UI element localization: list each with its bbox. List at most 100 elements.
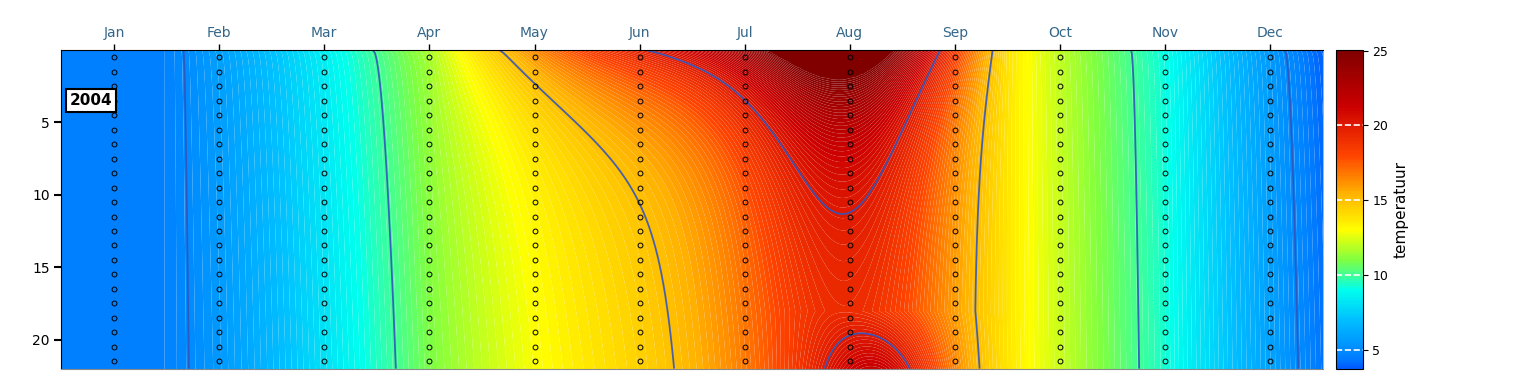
Point — [49, 47, 74, 53]
Point — [49, 47, 74, 53]
Point — [49, 47, 74, 53]
Point — [49, 47, 74, 53]
Point — [49, 47, 74, 53]
Point — [49, 47, 74, 53]
Point — [49, 47, 74, 53]
Point — [49, 47, 74, 53]
Point — [49, 47, 74, 53]
Point — [49, 47, 74, 53]
Point — [49, 47, 74, 53]
Point — [49, 47, 74, 53]
Point — [49, 47, 74, 53]
Point — [49, 47, 74, 53]
Point — [49, 47, 74, 53]
Point — [49, 47, 74, 53]
Point — [49, 47, 74, 53]
Point — [49, 47, 74, 53]
Point — [49, 47, 74, 53]
Point — [49, 47, 74, 53]
Point — [49, 47, 74, 53]
Point — [49, 47, 74, 53]
Point — [49, 47, 74, 53]
Point — [49, 47, 74, 53]
Point — [49, 47, 74, 53]
Point — [49, 47, 74, 53]
Point — [49, 47, 74, 53]
Point — [49, 47, 74, 53]
Point — [49, 47, 74, 53]
Point — [49, 47, 74, 53]
Point — [49, 47, 74, 53]
Point — [49, 47, 74, 53]
Point — [49, 47, 74, 53]
Point — [49, 47, 74, 53]
Point — [49, 47, 74, 53]
Point — [49, 47, 74, 53]
Point — [49, 47, 74, 53]
Point — [49, 47, 74, 53]
Point — [49, 47, 74, 53]
Point — [49, 47, 74, 53]
Point — [49, 47, 74, 53]
Point — [49, 47, 74, 53]
Point — [49, 47, 74, 53]
Point — [49, 47, 74, 53]
Point — [49, 47, 74, 53]
Point — [49, 47, 74, 53]
Point — [49, 47, 74, 53]
Point — [49, 47, 74, 53]
Point — [49, 47, 74, 53]
Point — [49, 47, 74, 53]
Point — [49, 47, 74, 53]
Point — [49, 47, 74, 53]
Point — [49, 47, 74, 53]
Point — [49, 47, 74, 53]
Point — [49, 47, 74, 53]
Point — [49, 47, 74, 53]
Point — [49, 47, 74, 53]
Point — [49, 47, 74, 53]
Point — [49, 47, 74, 53]
Point — [49, 47, 74, 53]
Point — [49, 47, 74, 53]
Point — [49, 47, 74, 53]
Point — [49, 47, 74, 53]
Point — [49, 47, 74, 53]
Point — [49, 47, 74, 53]
Point — [49, 47, 74, 53]
Point — [49, 47, 74, 53]
Point — [49, 47, 74, 53]
Point — [49, 47, 74, 53]
Point — [49, 47, 74, 53]
Point — [49, 47, 74, 53]
Point — [49, 47, 74, 53]
Point — [49, 47, 74, 53]
Point — [49, 47, 74, 53]
Point — [49, 47, 74, 53]
Point — [49, 47, 74, 53]
Point — [49, 47, 74, 53]
Point — [49, 47, 74, 53]
Point — [49, 47, 74, 53]
Point — [49, 47, 74, 53]
Point — [49, 47, 74, 53]
Point — [49, 47, 74, 53]
Point — [49, 47, 74, 53]
Point — [49, 47, 74, 53]
Point — [49, 47, 74, 53]
Point — [49, 47, 74, 53]
Point — [49, 47, 74, 53]
Point — [49, 47, 74, 53]
Point — [49, 47, 74, 53]
Point — [49, 47, 74, 53]
Point — [49, 47, 74, 53]
Point — [49, 47, 74, 53]
Y-axis label: temperatuur: temperatuur — [1393, 161, 1409, 258]
Point — [49, 47, 74, 53]
Point — [49, 47, 74, 53]
Point — [49, 47, 74, 53]
Point — [49, 47, 74, 53]
Point — [49, 47, 74, 53]
Point — [49, 47, 74, 53]
Point — [49, 47, 74, 53]
